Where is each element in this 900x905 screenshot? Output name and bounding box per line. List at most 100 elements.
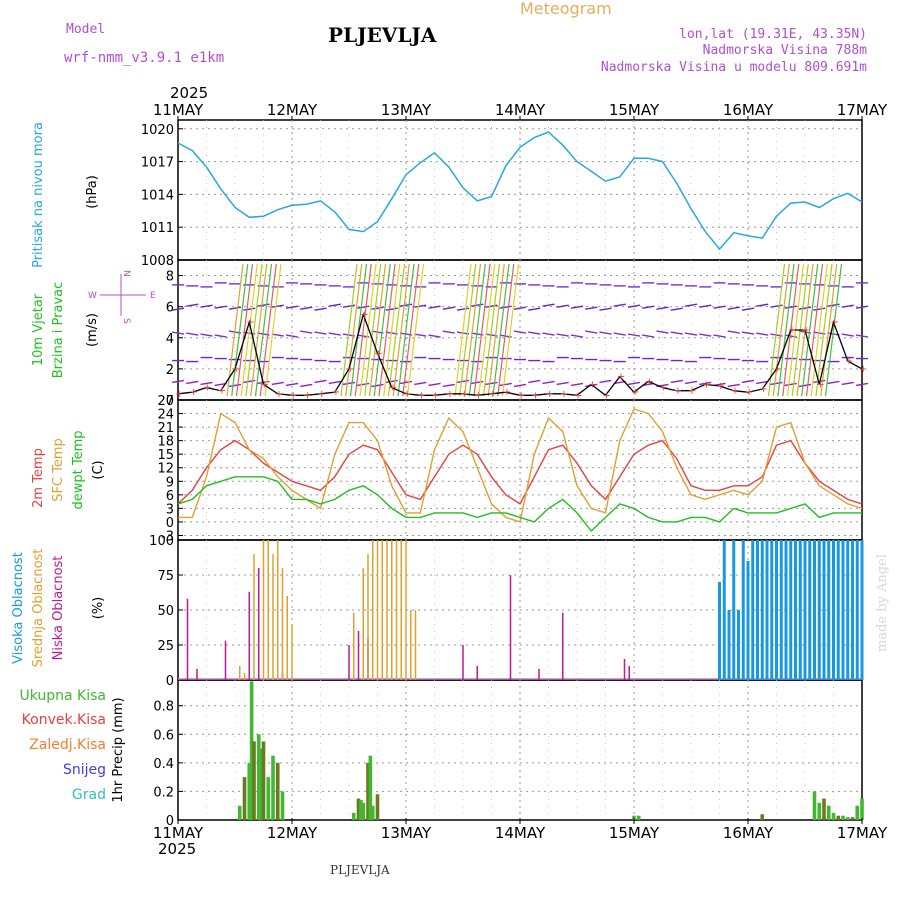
- cloud-label-high: Visoka Oblacnost: [11, 552, 26, 664]
- precip-bar: [266, 777, 271, 820]
- wind-arrow: [399, 303, 413, 307]
- cloud-label-mid: Srednja Oblacnost: [31, 549, 46, 668]
- wind-gust-marker: +: [574, 390, 582, 401]
- wind-gust-marker: +: [788, 325, 796, 336]
- y-tick-label: 0: [166, 394, 174, 409]
- y-tick-label: 1011: [141, 221, 174, 236]
- wind-arrow: [542, 303, 555, 307]
- wind-arrow: [428, 382, 441, 387]
- precip-bar: [249, 681, 254, 820]
- wind-gust-marker: +: [189, 387, 197, 398]
- credit-text: made by Angel: [875, 554, 890, 652]
- wind-ylabel-1: 10m Vjetar: [31, 293, 46, 366]
- wind-gust-arrow: [482, 263, 501, 397]
- wind-arrow: [357, 305, 370, 309]
- wind-arrow: [399, 380, 413, 385]
- wind-arrow: [585, 383, 598, 388]
- precip-bar: [841, 815, 845, 820]
- wind-gust-arrow: [387, 263, 406, 397]
- wind-gust-arrow: [501, 263, 520, 397]
- wind-gust-arrow: [492, 263, 510, 397]
- cloud-bar: [410, 610, 412, 680]
- cloud-bar: [248, 591, 250, 680]
- wind-arrow: [513, 330, 527, 334]
- wind-arrow: [442, 330, 455, 334]
- wind-arrow: [570, 305, 584, 309]
- precip-bar: [826, 805, 831, 820]
- wind-arrow: [371, 306, 384, 310]
- wind-arrow: [456, 379, 470, 384]
- top-day-label: 13MAY: [381, 101, 432, 119]
- wind-gust-marker: +: [261, 379, 269, 390]
- precip-bar: [356, 798, 361, 820]
- wind-gust-marker: +: [531, 390, 539, 401]
- wind-gust-arrow: [497, 263, 515, 397]
- wind-arrow: [684, 380, 698, 385]
- precip-bar: [817, 802, 822, 820]
- wind-gust-arrow: [772, 263, 790, 397]
- wind-gust-marker: +: [759, 384, 767, 395]
- cloud-bar: [851, 540, 854, 680]
- wind-arrow: [171, 307, 185, 311]
- top-day-label: 14MAY: [495, 101, 546, 119]
- wind-gust-arrow: [340, 263, 358, 397]
- wind-arrow: [741, 379, 755, 384]
- precip-bar: [860, 798, 864, 820]
- cloud-bar: [817, 540, 821, 680]
- wind-gust-marker: +: [318, 389, 326, 400]
- y-tick-label: 21: [157, 421, 174, 436]
- wind-gust-marker: +: [403, 389, 411, 400]
- wind-arrow: [627, 381, 641, 386]
- wind-gust-arrow: [264, 263, 282, 397]
- elevation-text: Nadmorska Visina 788m: [703, 43, 868, 58]
- wind-arrow: [285, 305, 299, 309]
- precip-bar: [280, 791, 285, 820]
- wind-gust-marker: +: [432, 390, 440, 401]
- wind-gust-marker: +: [246, 317, 254, 328]
- top-day-label: 11MAY: [153, 101, 204, 119]
- wind-arrow: [300, 383, 313, 388]
- bottom-day-label: 15MAY: [609, 824, 660, 842]
- cloud-bar: [803, 540, 807, 680]
- wind-arrow: [200, 304, 213, 308]
- pressure-unit: (hPa): [85, 175, 100, 209]
- precip-bar: [237, 805, 242, 820]
- wind-arrow: [285, 382, 299, 387]
- cloud-bar: [737, 610, 740, 680]
- wind-arrow: [770, 304, 783, 308]
- cloud-bar: [262, 540, 265, 680]
- cloud-bar: [813, 540, 816, 680]
- wind-arrow: [855, 334, 869, 338]
- bottom-day-label: 17MAY: [837, 824, 888, 842]
- wind-arrow: [570, 334, 584, 338]
- cloud-bar: [732, 540, 736, 680]
- precip-bar: [261, 741, 266, 820]
- wind-arrow: [585, 330, 598, 334]
- wind-arrow: [699, 381, 712, 386]
- wind-gust-marker: +: [232, 364, 240, 375]
- top-day-label: 15MAY: [609, 101, 660, 119]
- year-bottom: 2025: [158, 840, 196, 858]
- y-tick-label: 2: [166, 363, 174, 378]
- wind-gust-marker: +: [588, 379, 596, 390]
- y-tick-label: 6: [166, 301, 174, 316]
- cloud-bar: [841, 540, 845, 680]
- precip-bar: [252, 741, 256, 820]
- wind-gust-arrow: [354, 263, 372, 397]
- wind-arrow: [556, 333, 569, 337]
- y-tick-label: 100: [149, 534, 174, 549]
- cloud-bar: [357, 631, 360, 680]
- wind-arrow: [414, 381, 427, 386]
- wind-arrow: [570, 382, 584, 387]
- wind-gust-arrow: [245, 263, 263, 397]
- wind-gust-marker: +: [389, 383, 397, 394]
- wind-arrow: [271, 333, 284, 337]
- wind-gust-arrow: [487, 263, 505, 397]
- wind-arrow: [385, 307, 398, 311]
- wind-arrow: [727, 330, 740, 334]
- y-tick-label: 0: [166, 674, 174, 689]
- cloud-bar: [836, 540, 840, 680]
- wind-arrow: [200, 381, 213, 386]
- cloud-bar: [623, 659, 626, 680]
- pressure-ylabel: Pritisak na nivou mora: [31, 122, 46, 268]
